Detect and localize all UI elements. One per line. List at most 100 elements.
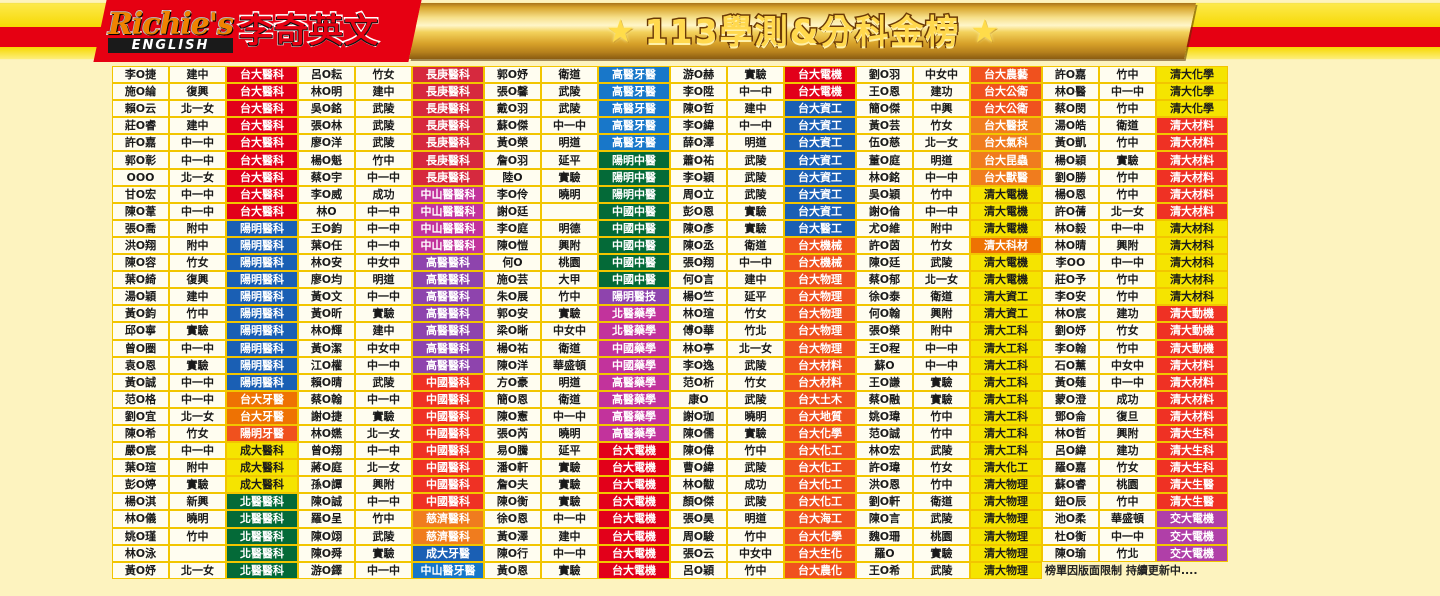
cell-student-name: 徐O泰 (856, 288, 913, 306)
cell-department-badge: 清大電機 (970, 202, 1042, 220)
cell-student-name: 林O哲 (1042, 424, 1099, 443)
cell-high-school: 中女中 (1099, 356, 1156, 374)
cell-student-name: 張O榮 (856, 322, 913, 340)
table-row: 林O嬿 北一女 中國醫科 (298, 424, 484, 443)
cell-department-badge: 台大醫科 (226, 202, 298, 220)
cell-department-badge: 中國醫科 (412, 373, 484, 391)
cell-high-school: 建中 (169, 117, 226, 135)
cell-department-badge: 慈濟醫科 (412, 510, 484, 528)
cell-student-name: 林O儀 (112, 510, 169, 528)
cell-high-school: 實驗 (355, 305, 412, 323)
cell-high-school: 中女中 (355, 339, 412, 357)
cell-high-school: 明道 (541, 134, 598, 152)
cell-department-badge: 清大化學 (1156, 100, 1228, 118)
table-row: 陳O行 中一中 台大電機 (484, 544, 670, 562)
cell-high-school: 中一中 (169, 134, 226, 152)
cell-department-badge: 台大資工 (784, 134, 856, 152)
cell-high-school: 竹中 (727, 561, 784, 579)
cell-high-school: 中一中 (169, 202, 226, 220)
cell-high-school: 竹中 (913, 185, 970, 203)
cell-department-badge: 台大物理 (784, 305, 856, 323)
table-row: 杜O衡 中一中 交大電機 (1042, 527, 1231, 545)
cell-high-school: 中一中 (355, 356, 412, 374)
table-row: 彭O恩 實驗 台大資工 (670, 202, 856, 220)
table-row: 陳O愷 興附 中國中醫 (484, 236, 670, 255)
cell-department-badge: 中山醫醫科 (412, 219, 484, 237)
cell-department-badge: 清大材料 (1156, 185, 1228, 203)
cell-high-school: 武陵 (355, 100, 412, 118)
cell-department-badge: 北醫藥學 (598, 322, 670, 340)
cell-high-school: 竹女 (727, 305, 784, 323)
cell-student-name: 徐O恩 (484, 510, 541, 528)
cell-high-school: 武陵 (727, 459, 784, 477)
cell-student-name: 黃O誠 (112, 373, 169, 391)
table-row: 李O穎 武陵 台大資工 (670, 168, 856, 186)
cell-student-name: 袁O恩 (112, 356, 169, 374)
results-column-group-2: 呂O耘 竹女 長庚醫科 林O明 建中 長庚醫科 吳O銘 武陵 長庚醫科 張O林 武陵 長庚醫科 廖O洋武… (298, 66, 484, 579)
cell-student-name: 林O毅 (1042, 219, 1099, 237)
table-row: 黃O誠 中一中 陽明醫科 (112, 373, 298, 391)
table-row: 陳O舜 實驗 成大牙醫 (298, 544, 484, 562)
brand-logo: Richie's ENGLISH 李奇英文 (107, 0, 408, 62)
cell-department-badge: 成大醫科 (226, 476, 298, 494)
cell-high-school: 中一中 (1099, 219, 1156, 237)
cell-high-school: 竹中 (1099, 134, 1156, 152)
table-row: 羅O嘉 竹女 清大生科 (1042, 459, 1231, 477)
cell-high-school: 實驗 (541, 168, 598, 186)
table-row: 蔡O翰 中一中 中國醫科 (298, 390, 484, 408)
cell-department-badge: 清大電機 (970, 219, 1042, 237)
cell-department-badge: 台大電機 (598, 561, 670, 579)
table-row: 黃O凱 竹中 清大材料 (1042, 134, 1231, 152)
cell-high-school: 中一中 (913, 356, 970, 374)
cell-student-name: 楊O竺 (670, 288, 727, 306)
cell-high-school: 附中 (913, 322, 970, 340)
table-row: 許O嘉 中一中 台大醫科 (112, 134, 298, 152)
table-row: 黃O鈞 竹中 陽明醫科 (112, 305, 298, 323)
results-column-group-5: 劉O羽 中女中 台大農藝 王O恩 建功 台大公衛 簡O傑 中興 台大公衛 黃O芸 竹女 台大醫技 伍O慈… (856, 66, 1042, 579)
table-row: 張O榮 附中 清大工科 (856, 322, 1042, 340)
cell-high-school: 興附 (1099, 236, 1156, 255)
table-row: 李O緯 中一中 台大資工 (670, 117, 856, 135)
cell-student-name: 董O庭 (856, 151, 913, 169)
cell-high-school: 明道 (727, 510, 784, 528)
cell-high-school: 中一中 (355, 493, 412, 511)
cell-student-name: 蔡O融 (856, 390, 913, 408)
cell-department-badge: 中國中醫 (598, 202, 670, 220)
table-row: 張O昊 明道 台大海工 (670, 510, 856, 528)
cell-department-badge: 清大材料 (1156, 117, 1228, 135)
cell-department-badge: 高醫醫科 (412, 322, 484, 340)
cell-department-badge: 陽明醫科 (226, 254, 298, 272)
table-row: 陳O偉 竹中 台大化工 (670, 442, 856, 460)
cell-department-badge: 清大科材 (970, 236, 1042, 255)
cell-student-name: 莊O予 (1042, 271, 1099, 289)
cell-high-school: 延平 (727, 288, 784, 306)
cell-department-badge: 台大醫工 (784, 219, 856, 237)
cell-student-name: 林O宏 (856, 442, 913, 460)
cell-high-school: 華盛頓 (1099, 510, 1156, 528)
table-row: 張O喬 附中 陽明醫科 (112, 219, 298, 237)
cell-high-school: 竹中 (727, 527, 784, 545)
cell-department-badge: 清大化學 (1156, 83, 1228, 101)
cell-student-name: 魏O珊 (856, 527, 913, 545)
cell-department-badge: 北醫醫科 (226, 510, 298, 528)
cell-high-school: 興附 (1099, 424, 1156, 443)
cell-student-name: 林O醫 (1042, 83, 1099, 101)
cell-student-name: 陳O憲 (484, 407, 541, 425)
cell-high-school: 附中 (169, 459, 226, 477)
table-row: 蘇O睿 桃園 清大生醫 (1042, 476, 1231, 494)
table-row: 葉O綺 復興 陽明醫科 (112, 271, 298, 289)
cell-student-name: 易O騰 (484, 442, 541, 460)
cell-high-school: 實驗 (169, 476, 226, 494)
title-char-8: 金 (889, 11, 926, 51)
cell-student-name: 顏O傑 (670, 493, 727, 511)
cell-student-name: 王O恩 (856, 83, 913, 101)
cell-high-school: 衛道 (541, 390, 598, 408)
cell-high-school: 復旦 (1099, 407, 1156, 425)
results-grid: 李O捷 建中 台大醫科 施O綸 復興 台大醫科 賴O云 北一女 台大醫科 莊O睿 建中 台大醫科 許O嘉… (112, 66, 1231, 579)
cell-high-school: 中一中 (355, 236, 412, 255)
cell-department-badge: 中國醫科 (412, 459, 484, 477)
table-row: 施O綸 復興 台大醫科 (112, 83, 298, 101)
cell-high-school: 衛道 (913, 493, 970, 511)
cell-department-badge: 長庚醫科 (412, 151, 484, 169)
table-row: 周O駿 竹中 台大化學 (670, 527, 856, 545)
